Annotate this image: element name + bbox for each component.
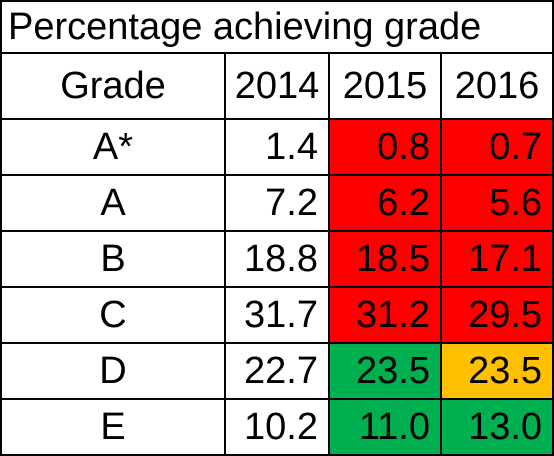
value-2014: 18.8 <box>224 230 330 288</box>
grade-label: C <box>0 286 226 344</box>
grade-label: E <box>0 398 226 456</box>
header-row: Grade 2014 2015 2016 <box>0 52 554 120</box>
value-2016: 17.1 <box>439 230 554 288</box>
table-row: D 22.7 23.5 23.5 <box>0 342 554 400</box>
value-2015: 23.5 <box>328 342 442 400</box>
table-title: Percentage achieving grade <box>0 0 554 54</box>
value-2014: 31.7 <box>224 286 330 344</box>
value-2015: 18.5 <box>328 230 442 288</box>
header-2015: 2015 <box>328 52 442 120</box>
value-2014: 10.2 <box>224 398 330 456</box>
table-row: A 7.2 6.2 5.6 <box>0 174 554 232</box>
value-2016: 29.5 <box>439 286 554 344</box>
grade-label: A* <box>0 118 226 176</box>
value-2015: 11.0 <box>328 398 442 456</box>
grade-label: B <box>0 230 226 288</box>
header-2016: 2016 <box>439 52 554 120</box>
value-2015: 0.8 <box>328 118 442 176</box>
grade-label: A <box>0 174 226 232</box>
value-2016: 5.6 <box>439 174 554 232</box>
header-2014: 2014 <box>224 52 330 120</box>
value-2016: 23.5 <box>439 342 554 400</box>
value-2015: 6.2 <box>328 174 442 232</box>
value-2015: 31.2 <box>328 286 442 344</box>
value-2016: 0.7 <box>439 118 554 176</box>
value-2014: 22.7 <box>224 342 330 400</box>
title-row: Percentage achieving grade <box>0 0 554 54</box>
table-row: B 18.8 18.5 17.1 <box>0 230 554 288</box>
grade-label: D <box>0 342 226 400</box>
table-row: A* 1.4 0.8 0.7 <box>0 118 554 176</box>
header-grade: Grade <box>0 52 226 120</box>
value-2014: 1.4 <box>224 118 330 176</box>
table-row: E 10.2 11.0 13.0 <box>0 398 554 456</box>
value-2014: 7.2 <box>224 174 330 232</box>
value-2016: 13.0 <box>439 398 554 456</box>
table-row: C 31.7 31.2 29.5 <box>0 286 554 344</box>
